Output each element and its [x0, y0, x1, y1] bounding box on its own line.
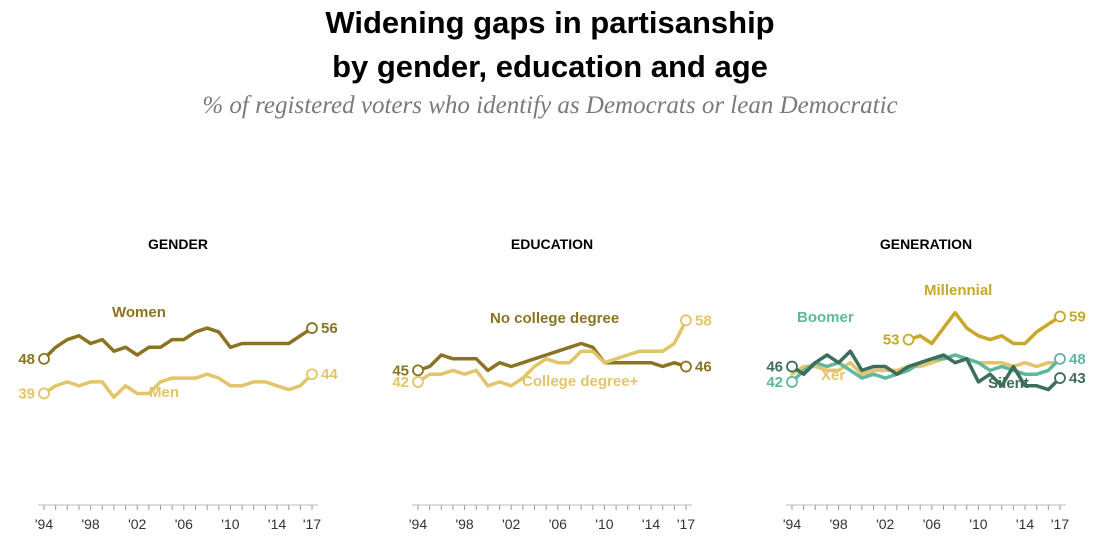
end-label-boomer: 48 — [1069, 351, 1086, 368]
start-label-no-college-degree: 45 — [392, 362, 409, 379]
start-label-men: 39 — [18, 385, 35, 402]
series-line-women — [42, 326, 314, 361]
x-tick-label: '06 — [175, 516, 193, 532]
end-point-women — [306, 322, 318, 334]
x-tick-label: '06 — [549, 516, 567, 532]
series-line-xer — [790, 353, 1062, 376]
series-name-xer: Xer — [821, 367, 845, 384]
end-point-boomer — [1054, 352, 1066, 365]
start-point-women — [38, 352, 50, 365]
x-tick-label: '02 — [128, 516, 146, 532]
x-tick-label: '10 — [595, 516, 613, 532]
start-point-boomer — [786, 376, 798, 388]
end-point-no-college-degree — [680, 360, 692, 373]
chart-title-line2: by gender, education and age — [332, 49, 768, 84]
end-label-no-college-degree: 46 — [695, 359, 712, 376]
x-tick-label: '06 — [923, 516, 941, 532]
start-label-college-degree: 42 — [392, 374, 409, 391]
series-name-men: Men — [149, 384, 179, 401]
x-tick-label: '98 — [455, 516, 473, 532]
start-point-no-college-degree — [412, 364, 424, 377]
panel-title-generation: GENERATION — [880, 236, 972, 252]
series-line-men — [42, 372, 314, 400]
end-point-silent — [1054, 372, 1066, 384]
end-label-silent: 43 — [1069, 370, 1086, 387]
x-tick-label: '02 — [502, 516, 520, 532]
x-tick-label: '98 — [81, 516, 99, 532]
x-tick-label: '98 — [829, 516, 847, 532]
x-tick-label: '94 — [783, 516, 801, 532]
panel-title-education: EDUCATION — [511, 236, 593, 252]
x-tick-label: '02 — [876, 516, 894, 532]
start-label-silent: 46 — [766, 359, 783, 376]
series-name-silent: Silent — [988, 375, 1029, 392]
series-name-college-degree: College degree+ — [522, 373, 639, 390]
x-tick-label: '94 — [409, 516, 427, 532]
start-label-millennial: 53 — [883, 332, 900, 349]
x-tick-label: '17 — [1051, 516, 1069, 532]
end-point-college-degree — [680, 314, 692, 327]
x-tick-label: '14 — [642, 516, 660, 532]
series-name-women: Women — [112, 304, 166, 321]
end-label-women: 56 — [321, 320, 338, 337]
x-tick-label: '17 — [303, 516, 321, 532]
chart-subtitle: % of registered voters who identify as D… — [202, 92, 898, 119]
x-tick-label: '94 — [35, 516, 53, 532]
panel-title-gender: GENDER — [148, 236, 208, 252]
x-tick-label: '10 — [969, 516, 987, 532]
start-point-men — [38, 387, 50, 400]
x-tick-label: '10 — [221, 516, 239, 532]
series-line-no-college-degree — [416, 341, 688, 373]
series-line-silent — [790, 349, 1062, 392]
end-point-men — [306, 368, 318, 381]
series-name-boomer: Boomer — [797, 309, 854, 326]
series-name-millennial: Millennial — [924, 282, 992, 299]
x-tick-label: '14 — [1016, 516, 1034, 532]
start-label-boomer: 42 — [766, 374, 783, 391]
end-point-millennial — [1054, 310, 1066, 323]
start-label-women: 48 — [18, 351, 35, 368]
start-point-millennial — [902, 333, 915, 346]
start-point-college-degree — [412, 376, 424, 388]
series-line-college-degree — [416, 318, 688, 388]
x-tick-label: '14 — [268, 516, 286, 532]
series-line-millennial — [906, 310, 1062, 346]
end-label-men: 44 — [321, 366, 338, 383]
series-name-no-college-degree: No college degree — [490, 310, 619, 327]
x-tick-label: '17 — [677, 516, 695, 532]
end-label-millennial: 59 — [1069, 309, 1086, 326]
chart-title-line1: Widening gaps in partisanship — [325, 5, 775, 40]
start-point-silent — [786, 360, 798, 373]
end-label-college-degree: 58 — [695, 312, 712, 329]
